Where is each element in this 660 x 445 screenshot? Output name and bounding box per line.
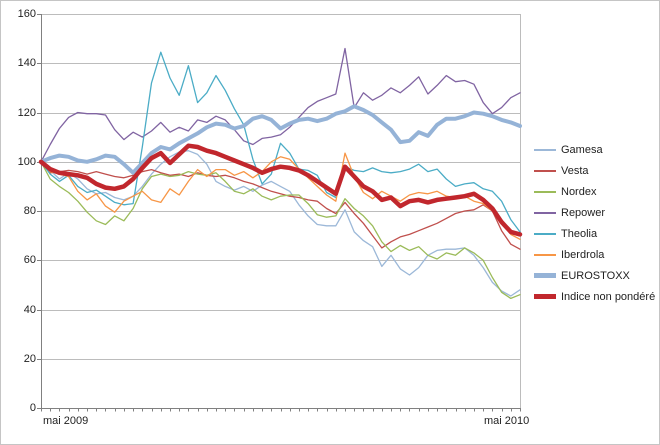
legend-item-nordex: Nordex [534, 182, 658, 203]
legend-item-eurostoxx: EUROSTOXX [534, 265, 658, 286]
series-line-vesta [40, 161, 521, 250]
theolia-line-swatch [534, 233, 556, 235]
y-axis-tick-label: 160 [17, 8, 36, 20]
series-line-theolia [40, 51, 521, 233]
eurostoxx-line-swatch [534, 273, 556, 279]
series-line-nordex [40, 161, 521, 300]
legend-item-iberdrola: Iberdrola [534, 244, 658, 265]
series-line-eurostoxx [39, 104, 522, 175]
legend-label: Vesta [561, 165, 589, 178]
y-axis-tick-label: 140 [17, 57, 36, 70]
repower-line-swatch [534, 212, 556, 215]
chart-legend: Gamesa Vesta Nordex Repower Theolia Iber… [534, 140, 658, 307]
y-axis-tick-label: 20 [23, 352, 36, 365]
series-line-iberdrola [40, 152, 521, 240]
x-axis-label-start: mai 2009 [43, 415, 89, 427]
legend-item-vesta: Vesta [534, 161, 658, 182]
y-axis-tick-label: 120 [17, 106, 36, 119]
y-axis-tick-label: 40 [23, 303, 36, 316]
legend-label: EUROSTOXX [561, 269, 630, 282]
series-line-gamesa [40, 150, 521, 297]
legend-label: Theolia [561, 228, 598, 240]
indice-non-pondere-line-swatch [534, 293, 556, 300]
iberdrola-line-swatch [534, 253, 556, 256]
vesta-line-swatch [534, 170, 556, 173]
y-axis-tick-label: 60 [23, 254, 36, 267]
series-line-indice-non-pond-r- [38, 143, 523, 237]
legend-label: Nordex [561, 186, 597, 199]
legend-label: Repower [561, 207, 606, 220]
x-axis-label-end: mai 2010 [484, 415, 530, 427]
series-line-repower [40, 47, 521, 163]
legend-item-indice-non-pondere: Indice non pondéré [534, 286, 658, 307]
y-axis-tick-label: 80 [23, 205, 36, 217]
legend-item-theolia: Theolia [534, 224, 658, 245]
y-axis-tick-label: 0 [29, 402, 36, 414]
y-axis-tick-label: 100 [17, 155, 36, 168]
legend-label: Iberdrola [561, 248, 605, 261]
legend-item-gamesa: Gamesa [534, 140, 658, 161]
gamesa-line-swatch [534, 149, 556, 152]
nordex-line-swatch [534, 191, 556, 194]
legend-label: Indice non pondéré [561, 290, 656, 303]
legend-label: Gamesa [561, 144, 603, 157]
legend-item-repower: Repower [534, 203, 658, 224]
